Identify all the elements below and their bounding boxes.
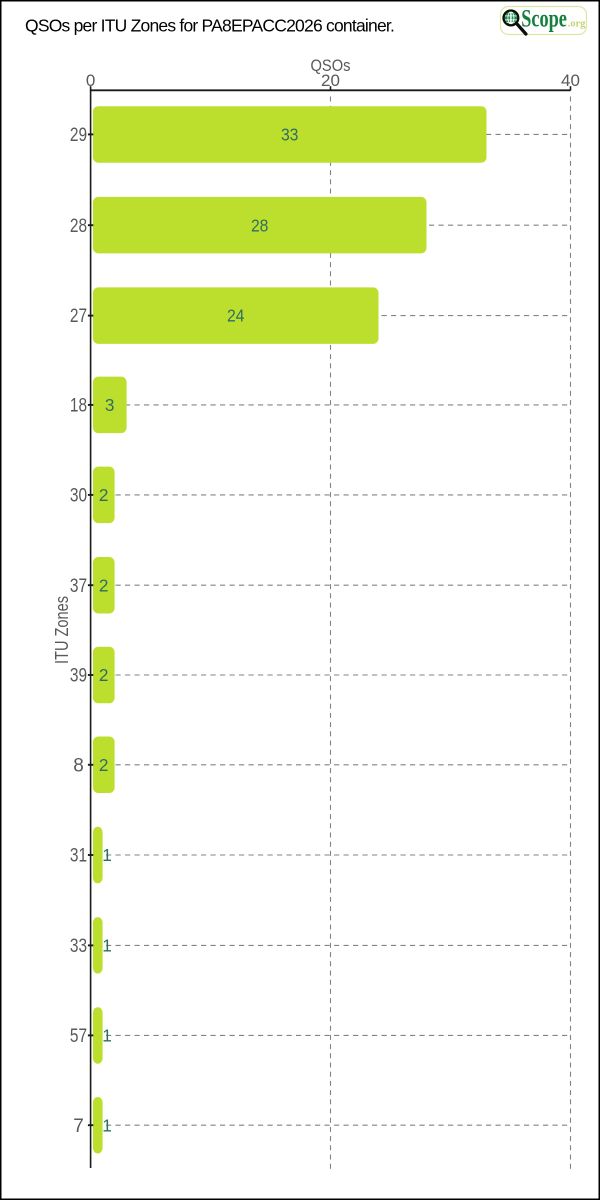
svg-text:2: 2 [99,755,109,775]
svg-text:40: 40 [561,71,580,90]
svg-text:28: 28 [251,215,269,235]
svg-text:8: 8 [73,755,84,776]
svg-text:24: 24 [227,306,245,326]
svg-text:2: 2 [99,665,109,685]
svg-text:QSOs per ITU Zones for PA8EPAC: QSOs per ITU Zones for PA8EPACC2026 cont… [25,16,394,36]
svg-text:18: 18 [70,396,87,417]
svg-text:33: 33 [70,936,87,957]
svg-text:1: 1 [102,936,112,956]
svg-text:57: 57 [70,1026,87,1047]
svg-text:7: 7 [73,1116,84,1137]
svg-text:31: 31 [70,846,87,867]
svg-text:2: 2 [99,575,109,595]
svg-text:3: 3 [105,395,115,415]
svg-text:27: 27 [70,306,87,327]
svg-text:33: 33 [281,125,299,145]
svg-text:1: 1 [102,1115,112,1135]
svg-text:20: 20 [321,71,340,90]
svg-text:QSOs: QSOs [311,56,351,75]
svg-text:1: 1 [102,1026,112,1046]
svg-text:2: 2 [99,485,109,505]
svg-text:39: 39 [70,666,87,687]
svg-text:.org: .org [568,18,587,29]
svg-text:28: 28 [70,216,87,237]
svg-text:29: 29 [70,125,87,146]
svg-text:30: 30 [70,486,87,507]
svg-text:1: 1 [102,845,112,865]
svg-text:Scope: Scope [521,6,567,33]
svg-text:37: 37 [70,576,87,597]
svg-text:ITU Zones: ITU Zones [52,596,72,664]
svg-text:0: 0 [86,71,95,90]
